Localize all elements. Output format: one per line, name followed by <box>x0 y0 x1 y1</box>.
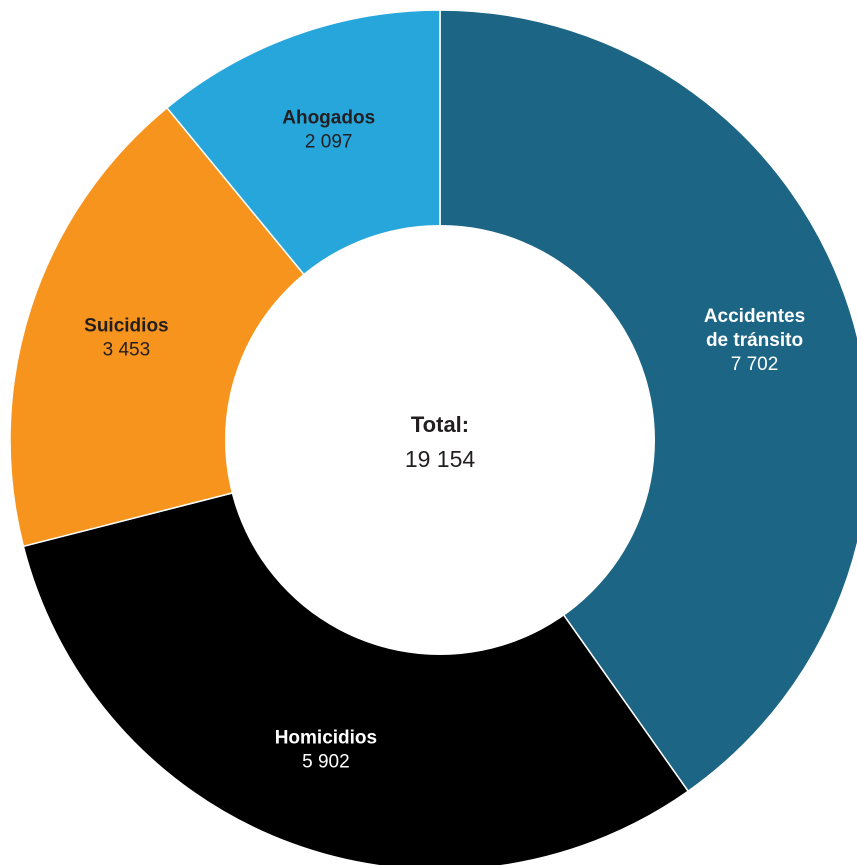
slice-homicidios <box>22 439 690 865</box>
slice-value-label: 7 702 <box>731 354 779 375</box>
donut-slice-labels: Accidentes de tránsito 7 702 Homicidios 5 90… <box>84 107 805 772</box>
slice-label: de tránsito <box>706 330 803 351</box>
slice-value-label: 3 453 <box>103 339 151 360</box>
slice-value-label: 2 097 <box>305 131 353 152</box>
donut-hole <box>225 225 655 655</box>
slice-label: Homicidios <box>275 728 377 749</box>
slice-label: Suicidios <box>84 315 168 336</box>
center-total-label: Total: <box>411 412 469 437</box>
center-total-value: 19 154 <box>405 446 476 472</box>
slice-label: Accidentes <box>704 306 805 327</box>
slice-value-label: 5 902 <box>302 752 350 773</box>
slice-label: Ahogados <box>282 107 375 128</box>
